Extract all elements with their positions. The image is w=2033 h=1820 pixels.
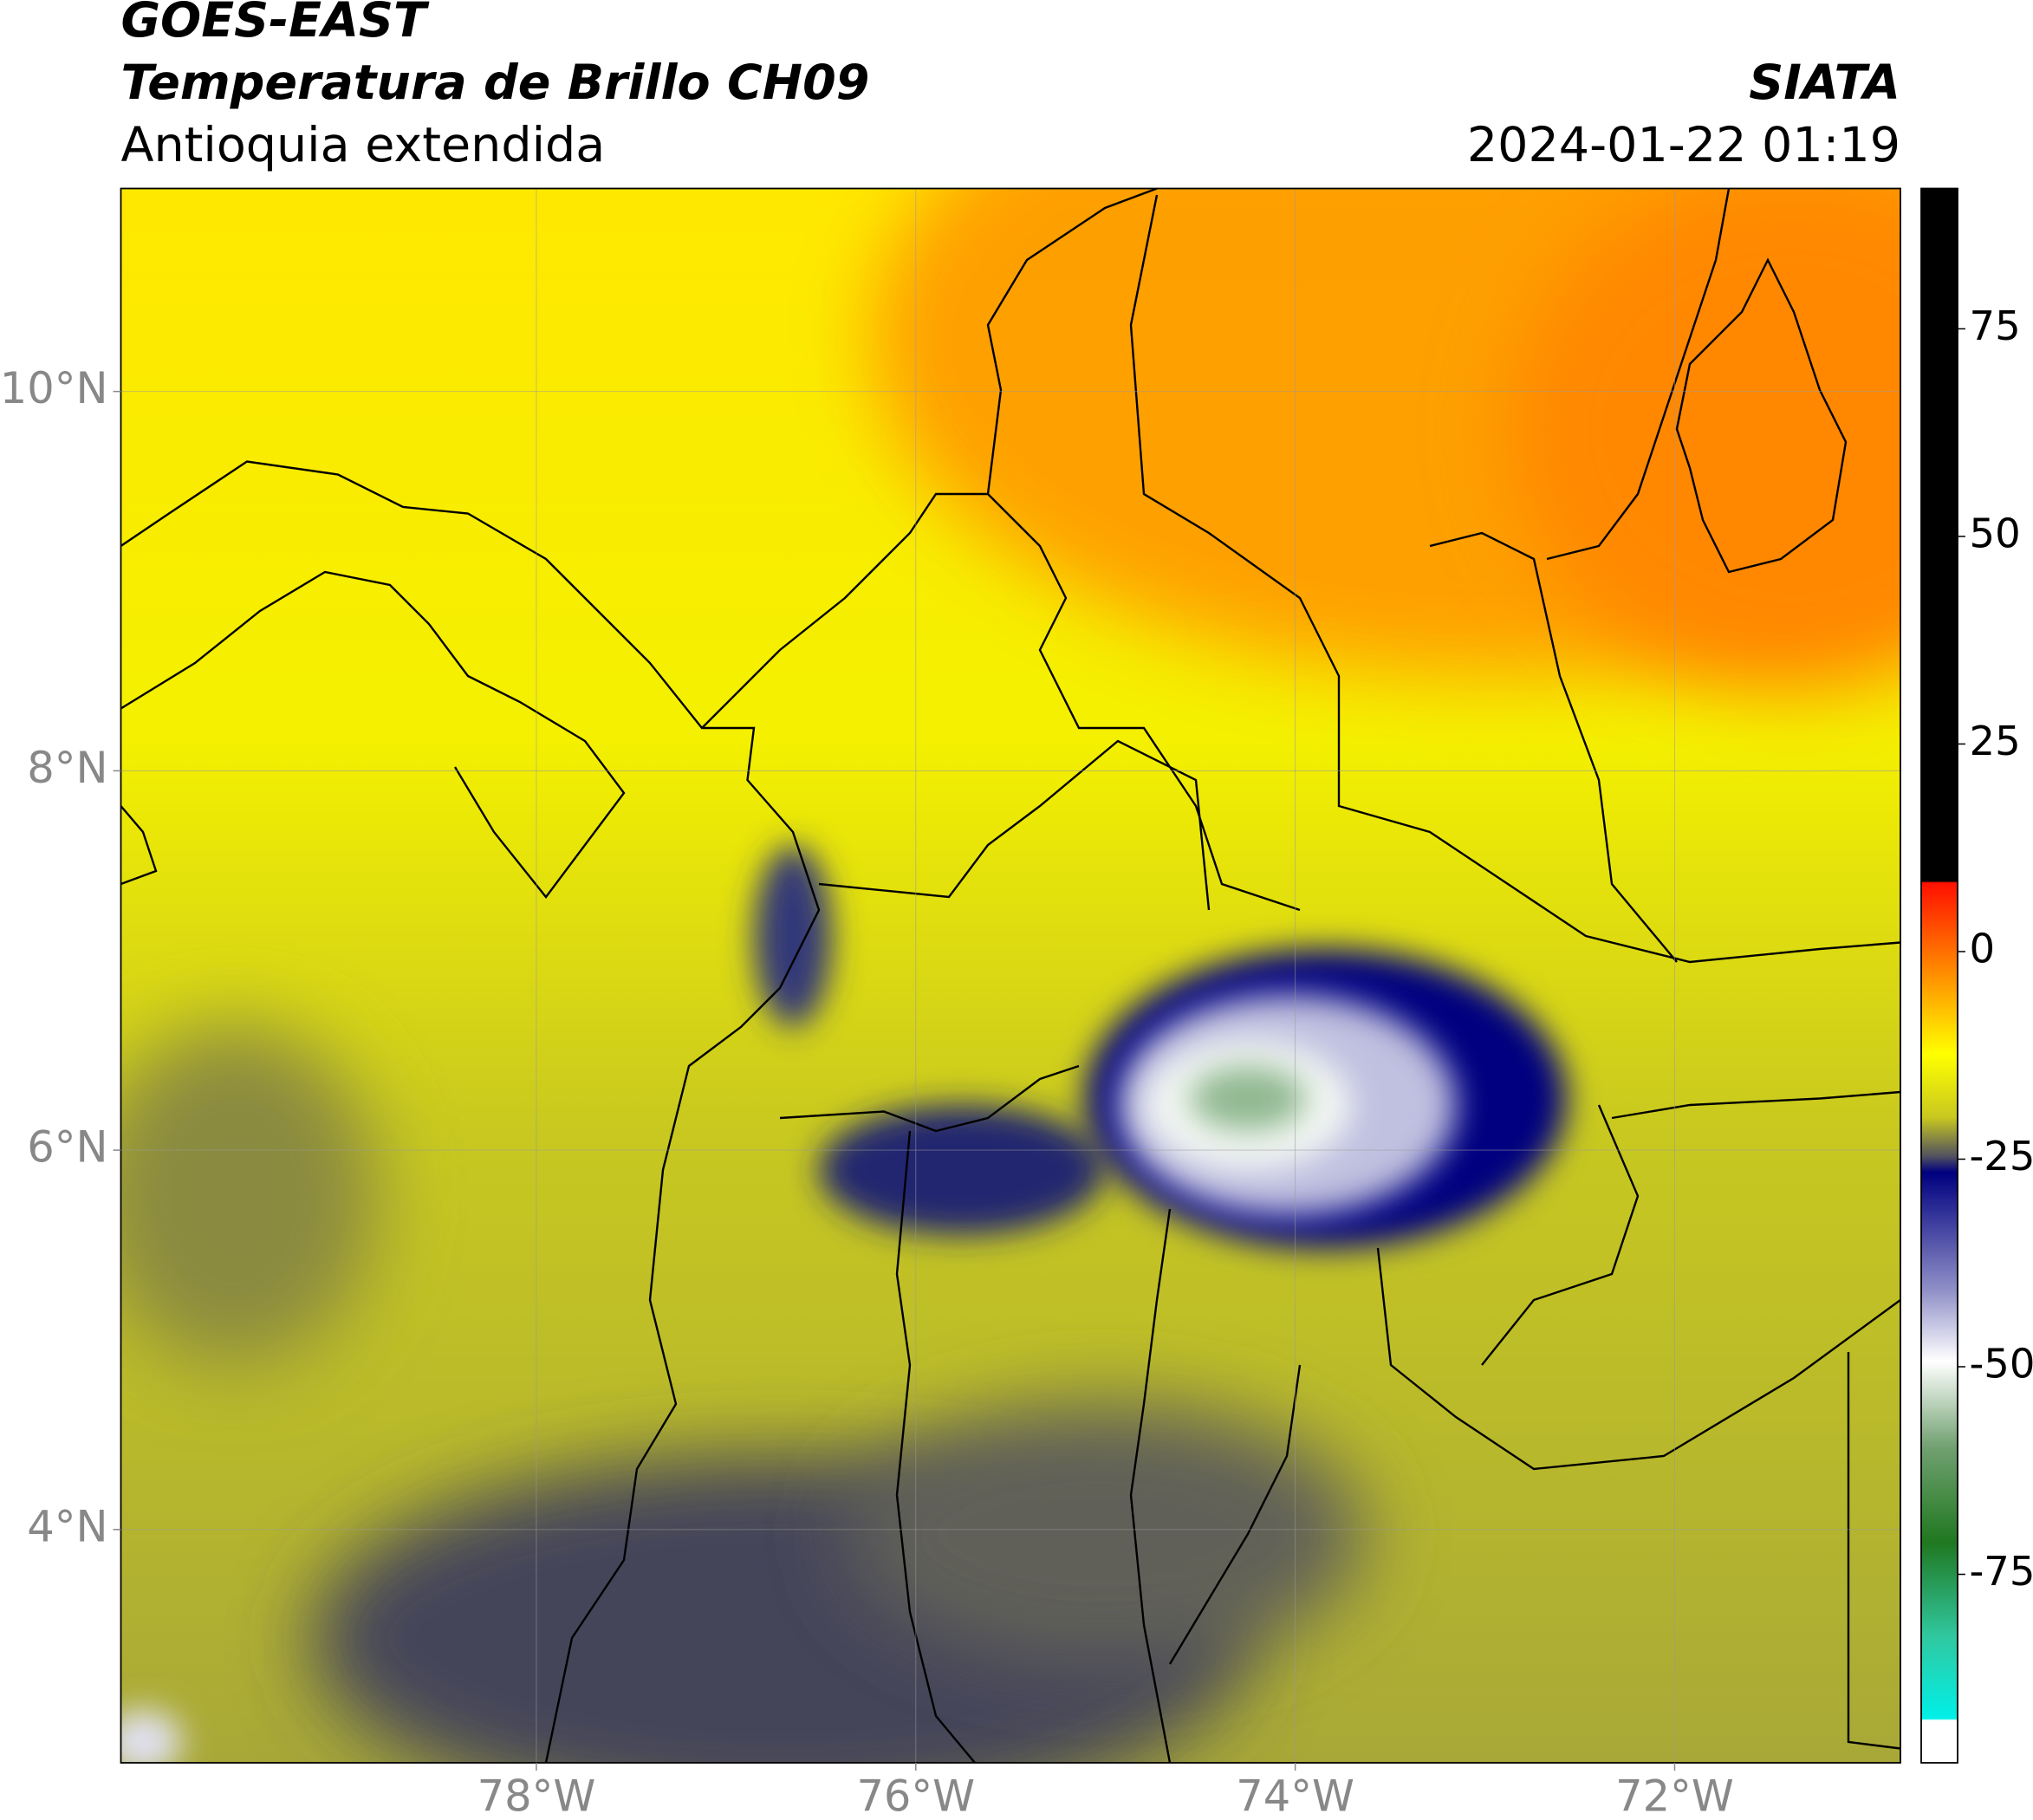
colorbar-label: 50 [1970, 510, 2021, 556]
colorbar-label: 25 [1970, 718, 2021, 764]
y-tick-label: 10°N [0, 363, 108, 413]
colorbar-label: 0 [1970, 925, 1996, 972]
y-tick-label: 6°N [27, 1122, 107, 1173]
colorbar-label: 75 [1970, 302, 2021, 349]
x-tick-label: 78°W [477, 1771, 596, 1820]
colorbar [1920, 187, 1958, 1764]
region: Antioquia extendida [121, 117, 606, 173]
y-tick-label: 8°N [27, 743, 107, 793]
map-frame [120, 187, 1901, 1764]
x-tick-label: 74°W [1236, 1771, 1354, 1820]
datetime: 2024-01-22 01:19 [1467, 117, 1900, 173]
title: GOES-EAST [121, 0, 430, 49]
colorbar-label: -25 [1970, 1133, 2033, 1180]
subtitle: Temperatura de Brillo CH09 [121, 55, 870, 111]
y-tick-label: 4°N [27, 1501, 107, 1551]
colorbar-label: -50 [1970, 1341, 2033, 1388]
x-tick-label: 76°W [856, 1771, 975, 1820]
satellite-image [120, 188, 1900, 1763]
colorbar-label: -75 [1970, 1548, 2033, 1595]
source: SIATA [1749, 55, 1900, 111]
x-tick-label: 72°W [1615, 1771, 1734, 1820]
